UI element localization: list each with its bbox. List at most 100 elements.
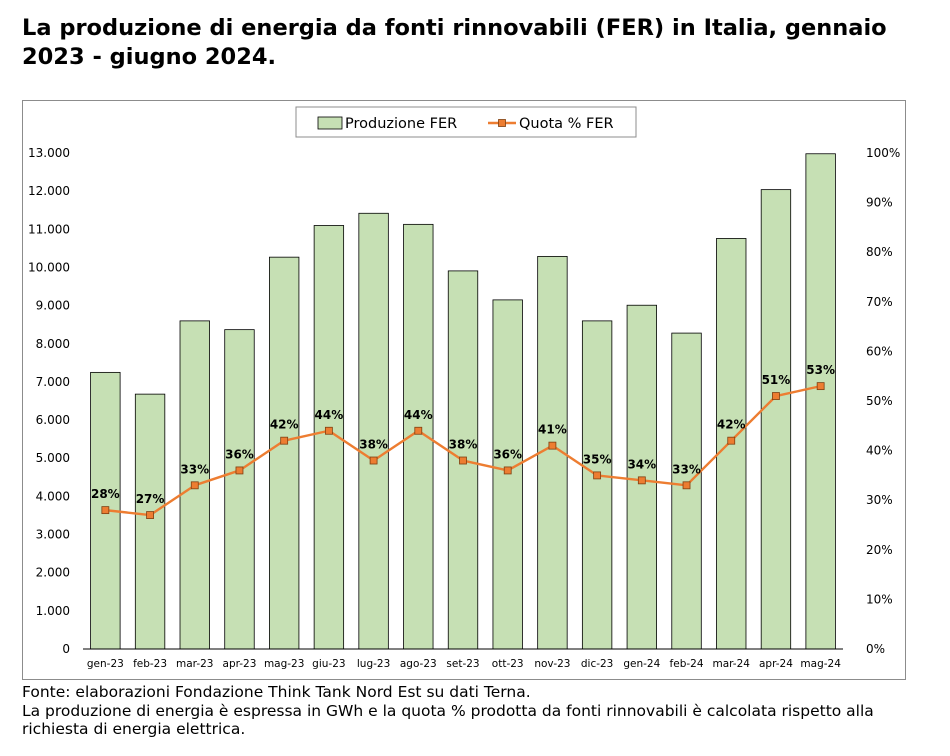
quota-point-apr-23: [235, 466, 244, 475]
quota-point-feb-24: [682, 481, 691, 490]
bar-ott-23: [492, 299, 523, 650]
footer: Fonte: elaborazioni Fondazione Think Tan…: [22, 683, 932, 739]
quota-point-lug-23: [369, 456, 378, 465]
x-tick-apr-24: apr-24: [759, 658, 793, 670]
quota-point-nov-23: [548, 441, 557, 450]
x-tick-giu-23: giu-23: [312, 658, 345, 670]
y-left-tick-1000: 1.000: [36, 604, 70, 618]
y-left-tick-11000: 11.000: [28, 222, 70, 236]
quota-label-feb-23: 27%: [136, 492, 165, 506]
axes-group: gen-23 feb-23 mar-23 apr-23 mag-23 giu-23 lug-…: [28, 146, 900, 670]
legend: Produzione FER Quota % FER: [295, 106, 637, 138]
bar-lug-23: [358, 212, 389, 650]
quota-label-mar-23: 33%: [180, 462, 209, 476]
y-right-tick-60: 60%: [866, 344, 893, 358]
quota-label-ott-23: 36%: [493, 447, 522, 461]
x-tick-gen-23: gen-23: [87, 658, 124, 670]
bars-group: [90, 153, 836, 650]
quota-point-ott-23: [503, 466, 512, 475]
quota-point-mar-23: [190, 481, 199, 490]
quota-point-dic-23: [593, 471, 602, 480]
x-tick-gen-24: gen-24: [623, 658, 660, 670]
y-right-tick-10: 10%: [866, 592, 893, 606]
quota-label-set-23: 38%: [449, 438, 478, 452]
y-right-tick-80: 80%: [866, 245, 893, 259]
x-tick-feb-23: feb-23: [133, 658, 167, 670]
quota-label-giu-23: 44%: [315, 408, 344, 422]
y-left-tick-8000: 8.000: [36, 337, 70, 351]
quota-point-feb-23: [146, 511, 154, 519]
y-left-tick-10000: 10.000: [28, 260, 70, 274]
bar-apr-24: [760, 189, 792, 650]
y-left-tick-4000: 4.000: [36, 489, 70, 503]
quota-point-gen-24: [637, 476, 646, 485]
quota-point-gen-23: [101, 506, 110, 515]
bar-dic-23: [581, 320, 613, 650]
x-tick-ott-23: ott-23: [492, 658, 524, 670]
x-tick-nov-23: nov-23: [534, 658, 570, 670]
quota-label-apr-24: 51%: [762, 373, 791, 387]
y-left-tick-2000: 2.000: [36, 566, 70, 580]
y-left-tick-12000: 12.000: [28, 184, 70, 198]
chart-frame: 28% 27% 33% 36% 42% 44% 38% 44% 38% 36% 41% 35% 34% 3…: [22, 100, 906, 680]
quota-point-mag-24: [816, 382, 825, 391]
x-tick-feb-24: feb-24: [670, 658, 704, 670]
quota-point-ago-23: [414, 426, 423, 435]
y-right-tick-100: 100%: [866, 146, 900, 160]
y-right-tick-30: 30%: [866, 493, 893, 507]
x-tick-dic-23: dic-23: [581, 658, 614, 670]
y-right-tick-90: 90%: [866, 196, 893, 210]
quota-label-gen-23: 28%: [91, 487, 120, 501]
quota-label-gen-24: 34%: [627, 457, 656, 471]
y-left-tick-7000: 7.000: [36, 375, 70, 389]
y-left-tick-0: 0: [62, 642, 70, 656]
legend-label-quota: Quota % FER: [519, 116, 614, 132]
quota-label-mag-24: 53%: [806, 363, 835, 377]
x-tick-set-23: set-23: [446, 658, 479, 670]
quota-point-giu-23: [324, 426, 333, 435]
x-tick-lug-23: lug-23: [357, 658, 390, 670]
quota-label-lug-23: 38%: [359, 438, 388, 452]
y-right-tick-20: 20%: [866, 543, 893, 557]
bar-feb-23: [134, 393, 166, 650]
quota-point-apr-24: [772, 392, 780, 400]
y-right-tick-40: 40%: [866, 444, 893, 458]
quota-label-mag-23: 42%: [270, 418, 299, 432]
bar-mag-24: [805, 153, 836, 650]
quota-label-mar-24: 42%: [717, 418, 746, 432]
y-right-tick-0: 0%: [866, 642, 885, 656]
quota-point-set-23: [459, 456, 467, 465]
y-left-tick-13000: 13.000: [28, 146, 70, 160]
quota-label-nov-23: 41%: [538, 423, 567, 437]
x-tick-mar-24: mar-24: [713, 658, 751, 670]
x-tick-ago-23: ago-23: [400, 658, 437, 670]
source-note: Fonte: elaborazioni Fondazione Think Tan…: [22, 683, 531, 701]
chart-title: La produzione di energia da fonti rinnov…: [22, 15, 887, 70]
quota-point-mag-23: [280, 436, 289, 445]
legend-label-bar: Produzione FER: [345, 116, 457, 132]
bar-feb-24: [671, 332, 702, 650]
quota-point-mar-24: [727, 436, 736, 445]
y-left-tick-5000: 5.000: [36, 451, 70, 465]
x-tick-mar-23: mar-23: [176, 658, 213, 670]
y-right-tick-70: 70%: [866, 295, 893, 309]
x-tick-apr-23: apr-23: [223, 658, 257, 670]
y-left-tick-3000: 3.000: [36, 528, 70, 542]
quota-label-dic-23: 35%: [583, 452, 612, 466]
x-tick-mag-23: mag-23: [264, 658, 304, 670]
x-tick-mag-24: mag-24: [800, 658, 841, 670]
bar-apr-23: [224, 329, 255, 650]
line-group: 28% 27% 33% 36% 42% 44% 38% 44% 38% 36% 41% 35% 34% 3…: [91, 363, 835, 519]
quota-label-apr-23: 36%: [225, 447, 254, 461]
y-left-tick-9000: 9.000: [36, 299, 70, 313]
quota-label-feb-24: 33%: [672, 462, 701, 476]
legend-swatch-bar: [317, 116, 343, 130]
y-right-tick-50: 50%: [866, 394, 893, 408]
bar-mag-23: [269, 256, 300, 650]
legend-box: [295, 106, 637, 138]
bar-mar-24: [716, 238, 747, 650]
method-note: La produzione di energia è espressa in G…: [22, 701, 874, 739]
legend-marker-quota: [498, 119, 506, 127]
y-left-tick-6000: 6.000: [36, 413, 70, 427]
quota-label-ago-23: 44%: [404, 408, 433, 422]
